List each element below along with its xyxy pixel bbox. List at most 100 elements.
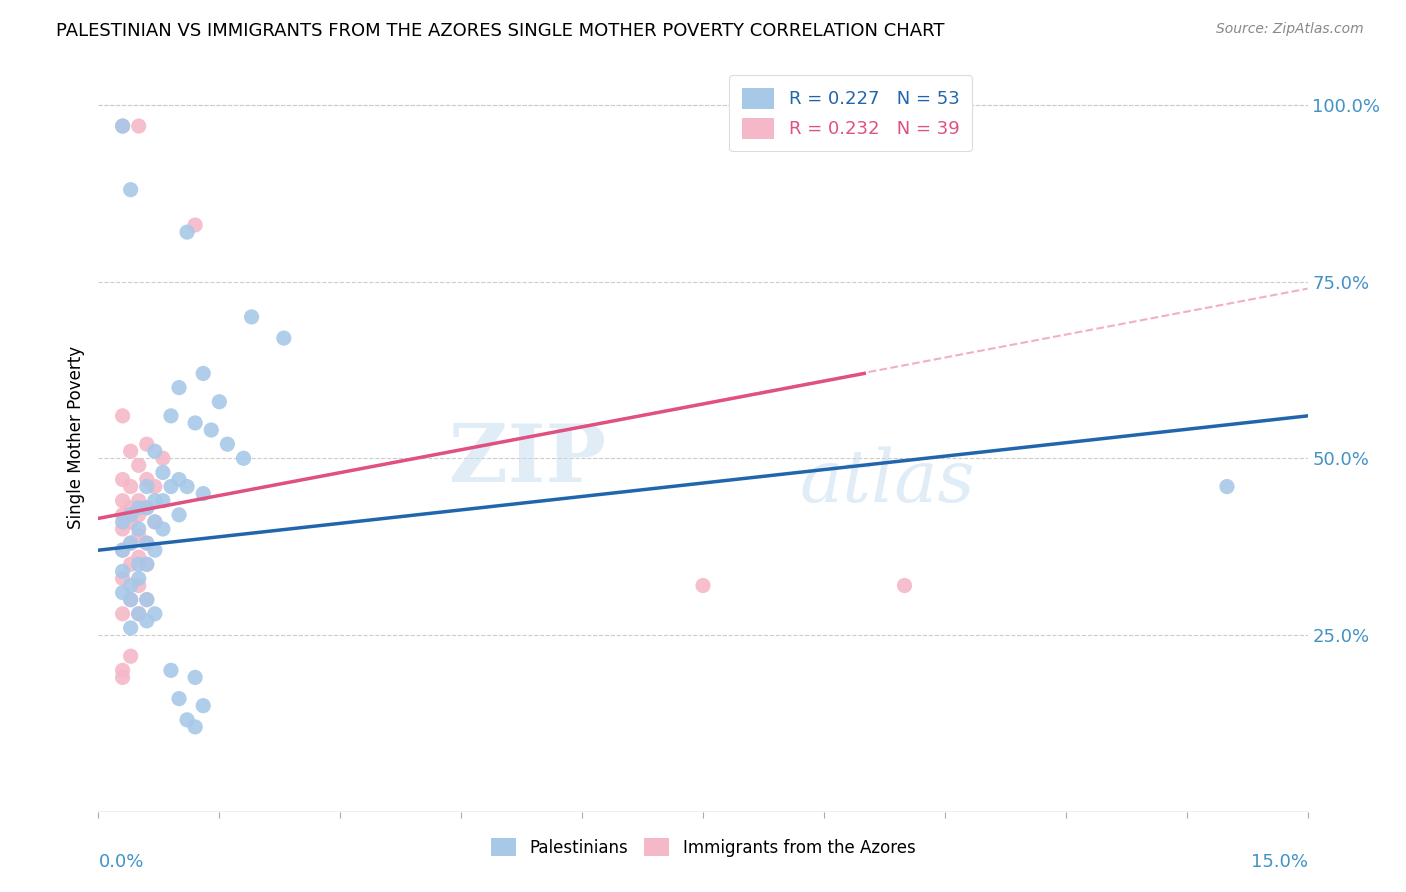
Point xyxy=(184,218,207,232)
Point xyxy=(120,508,142,522)
Point xyxy=(1216,479,1239,493)
Point xyxy=(135,592,157,607)
Point xyxy=(111,522,134,536)
Point xyxy=(143,515,166,529)
Point xyxy=(120,592,142,607)
Point xyxy=(135,437,157,451)
Point xyxy=(135,500,157,515)
Point xyxy=(128,607,150,621)
Point xyxy=(120,621,142,635)
Text: ZIP: ZIP xyxy=(450,420,606,499)
Point xyxy=(193,486,215,500)
Point xyxy=(208,394,231,409)
Point xyxy=(240,310,263,324)
Point xyxy=(128,571,150,585)
Point xyxy=(128,493,150,508)
Point xyxy=(111,571,134,585)
Point xyxy=(111,670,134,684)
Point xyxy=(200,423,222,437)
Point xyxy=(184,670,207,684)
Point xyxy=(111,119,134,133)
Point xyxy=(135,614,157,628)
Point xyxy=(143,493,166,508)
Point xyxy=(167,508,190,522)
Point xyxy=(128,508,150,522)
Point xyxy=(128,522,150,536)
Point xyxy=(135,500,157,515)
Point xyxy=(120,500,142,515)
Point xyxy=(143,444,166,458)
Point xyxy=(111,508,134,522)
Text: 15.0%: 15.0% xyxy=(1250,853,1308,871)
Point xyxy=(193,698,215,713)
Point xyxy=(692,578,714,592)
Point xyxy=(143,515,166,529)
Point xyxy=(128,500,150,515)
Point xyxy=(120,444,142,458)
Point xyxy=(111,664,134,678)
Point xyxy=(120,592,142,607)
Point xyxy=(143,607,166,621)
Point xyxy=(120,536,142,550)
Point xyxy=(193,367,215,381)
Point xyxy=(152,493,174,508)
Point xyxy=(120,479,142,493)
Point xyxy=(128,119,150,133)
Point xyxy=(111,515,134,529)
Point xyxy=(111,585,134,599)
Point xyxy=(135,592,157,607)
Point xyxy=(128,558,150,572)
Point xyxy=(184,720,207,734)
Point xyxy=(143,479,166,493)
Point xyxy=(128,578,150,592)
Text: Source: ZipAtlas.com: Source: ZipAtlas.com xyxy=(1216,22,1364,37)
Point xyxy=(176,713,198,727)
Point xyxy=(135,479,157,493)
Point xyxy=(128,550,150,565)
Point xyxy=(135,473,157,487)
Point xyxy=(160,409,183,423)
Point xyxy=(160,479,183,493)
Point xyxy=(152,451,174,466)
Point xyxy=(167,473,190,487)
Point xyxy=(111,565,134,579)
Point xyxy=(160,664,183,678)
Point xyxy=(135,558,157,572)
Text: 0.0%: 0.0% xyxy=(98,853,143,871)
Point xyxy=(176,225,198,239)
Point xyxy=(152,466,174,480)
Point xyxy=(143,543,166,558)
Point xyxy=(111,543,134,558)
Legend: R = 0.227   N = 53, R = 0.232   N = 39: R = 0.227 N = 53, R = 0.232 N = 39 xyxy=(730,75,972,152)
Point xyxy=(167,381,190,395)
Point xyxy=(128,529,150,543)
Point xyxy=(111,607,134,621)
Point xyxy=(120,578,142,592)
Point xyxy=(111,119,134,133)
Point xyxy=(128,607,150,621)
Point xyxy=(128,458,150,473)
Point xyxy=(135,536,157,550)
Y-axis label: Single Mother Poverty: Single Mother Poverty xyxy=(66,345,84,529)
Point xyxy=(111,543,134,558)
Point xyxy=(273,331,295,345)
Point xyxy=(232,451,254,466)
Point xyxy=(176,479,198,493)
Point xyxy=(217,437,239,451)
Point xyxy=(167,691,190,706)
Point xyxy=(111,409,134,423)
Point xyxy=(152,522,174,536)
Point xyxy=(120,515,142,529)
Point xyxy=(893,578,915,592)
Point xyxy=(120,536,142,550)
Point xyxy=(135,558,157,572)
Point xyxy=(120,649,142,664)
Point xyxy=(135,536,157,550)
Text: atlas: atlas xyxy=(800,447,976,517)
Point xyxy=(120,558,142,572)
Point xyxy=(111,473,134,487)
Point xyxy=(184,416,207,430)
Point xyxy=(111,493,134,508)
Text: PALESTINIAN VS IMMIGRANTS FROM THE AZORES SINGLE MOTHER POVERTY CORRELATION CHAR: PALESTINIAN VS IMMIGRANTS FROM THE AZORE… xyxy=(56,22,945,40)
Point xyxy=(120,183,142,197)
